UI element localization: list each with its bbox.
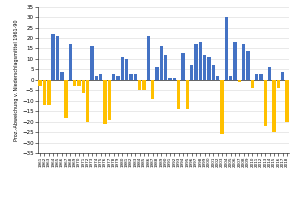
Bar bbox=[220, 80, 224, 134]
Bar bbox=[73, 80, 77, 86]
Bar bbox=[108, 80, 111, 120]
Bar bbox=[142, 80, 146, 90]
Bar bbox=[60, 72, 63, 80]
Bar bbox=[190, 65, 193, 80]
Bar bbox=[277, 80, 280, 88]
Bar bbox=[99, 74, 102, 80]
Bar bbox=[259, 74, 263, 80]
Bar bbox=[233, 42, 237, 80]
Bar bbox=[281, 72, 284, 80]
Bar bbox=[51, 34, 55, 80]
Bar bbox=[129, 74, 133, 80]
Bar bbox=[181, 53, 185, 80]
Bar bbox=[64, 80, 68, 118]
Bar bbox=[268, 67, 271, 80]
Bar bbox=[125, 59, 128, 80]
Bar bbox=[95, 76, 98, 80]
Bar bbox=[238, 80, 241, 82]
Bar bbox=[121, 57, 124, 80]
Bar bbox=[203, 55, 206, 80]
Bar bbox=[134, 74, 137, 80]
Bar bbox=[138, 80, 141, 90]
Bar bbox=[194, 44, 198, 80]
Bar bbox=[116, 76, 120, 80]
Bar bbox=[251, 80, 254, 88]
Bar bbox=[112, 74, 115, 80]
Y-axis label: Proz.-Abweichung v. Niederschlagsmittel 1961-90: Proz.-Abweichung v. Niederschlagsmittel … bbox=[14, 19, 19, 141]
Bar bbox=[164, 55, 167, 80]
Bar bbox=[285, 80, 289, 122]
Bar bbox=[246, 51, 250, 80]
Bar bbox=[168, 78, 172, 80]
Bar bbox=[69, 44, 72, 80]
Bar bbox=[255, 74, 258, 80]
Bar bbox=[90, 46, 94, 80]
Bar bbox=[82, 80, 85, 92]
Bar bbox=[212, 65, 215, 80]
Bar bbox=[177, 80, 180, 109]
Bar bbox=[229, 76, 232, 80]
Bar bbox=[207, 57, 211, 80]
Bar bbox=[173, 78, 176, 80]
Bar bbox=[56, 36, 59, 80]
Bar bbox=[186, 80, 189, 109]
Bar bbox=[242, 44, 245, 80]
Bar bbox=[272, 80, 276, 132]
Bar bbox=[43, 80, 46, 105]
Bar bbox=[225, 17, 228, 80]
Bar bbox=[77, 80, 81, 86]
Bar bbox=[216, 76, 219, 80]
Bar bbox=[86, 80, 89, 122]
Bar bbox=[160, 46, 163, 80]
Bar bbox=[147, 36, 150, 80]
Bar bbox=[103, 80, 107, 124]
Bar bbox=[38, 80, 42, 86]
Bar bbox=[155, 67, 159, 80]
Bar bbox=[151, 80, 154, 99]
Bar bbox=[264, 80, 267, 126]
Bar bbox=[199, 42, 202, 80]
Bar bbox=[47, 80, 51, 105]
